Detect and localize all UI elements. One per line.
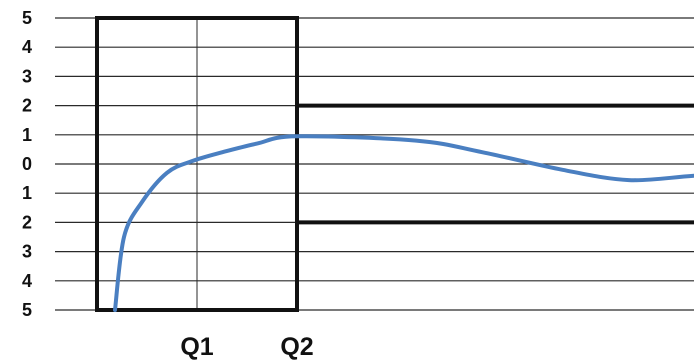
y-tick-label-9: 4	[22, 271, 32, 291]
y-tick-label-8: 3	[22, 242, 32, 262]
y-tick-label-6: 1	[22, 183, 32, 203]
x-tick-labels: Q1Q2Q3	[180, 333, 313, 361]
band-frames	[95, 16, 694, 312]
curve-layer	[113, 134, 694, 312]
x-tick-label-q1: Q1	[180, 333, 213, 361]
y-tick-label-7: 2	[22, 212, 32, 232]
y-tick-labels: 5 4 3 2 1 0 1 2 3 4 5	[22, 8, 32, 320]
tall-band-frame	[95, 16, 299, 312]
y-tick-label-5: 0	[22, 154, 32, 174]
y-tick-label-3: 2	[22, 96, 32, 116]
series-line-0	[113, 134, 694, 312]
x-tick-label-q2: Q2	[280, 333, 313, 361]
y-tick-label-4: 1	[22, 125, 32, 145]
y-tick-label-10: 5	[22, 300, 32, 320]
y-tick-label-2: 3	[22, 66, 32, 86]
grid-lines	[55, 17, 694, 311]
y-tick-label-1: 4	[22, 37, 32, 57]
y-tick-label-0: 5	[22, 8, 32, 28]
